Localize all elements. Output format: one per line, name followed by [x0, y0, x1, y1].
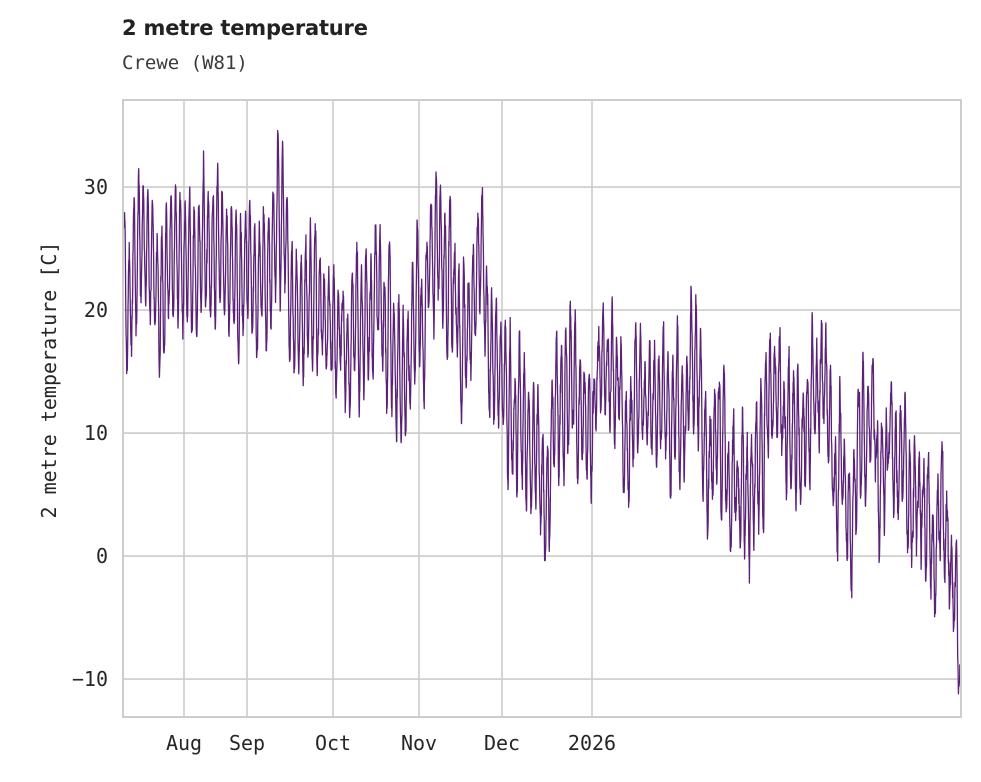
x-axis-tick-nov: Nov: [400, 731, 438, 755]
y-axis-label: 2 metre temperature [C]: [37, 241, 61, 519]
chart-subtitle: Crewe (W81): [122, 52, 248, 74]
y-axis-tick--10: −10: [71, 667, 108, 692]
series-lines: [124, 129, 960, 695]
y-axis-tick-10: 10: [83, 421, 108, 446]
plot-area: [122, 99, 962, 718]
x-axis-tick-oct: Oct: [314, 731, 352, 755]
x-axis-tick-sep: Sep: [228, 731, 266, 755]
series-line-2-metre-temperature: [124, 129, 960, 695]
x-axis-tick-dec: Dec: [483, 731, 521, 755]
y-axis-tick-0: 0: [95, 544, 108, 569]
chart-title: 2 metre temperature: [122, 16, 368, 40]
x-axis-tick-2026: 2026: [567, 731, 617, 755]
x-axis-tick-aug: Aug: [165, 731, 203, 755]
y-axis-tick-30: 30: [83, 175, 108, 200]
timeseries-svg: [124, 101, 960, 716]
grid-lines: [124, 101, 960, 716]
y-axis-tick-20: 20: [83, 298, 108, 323]
